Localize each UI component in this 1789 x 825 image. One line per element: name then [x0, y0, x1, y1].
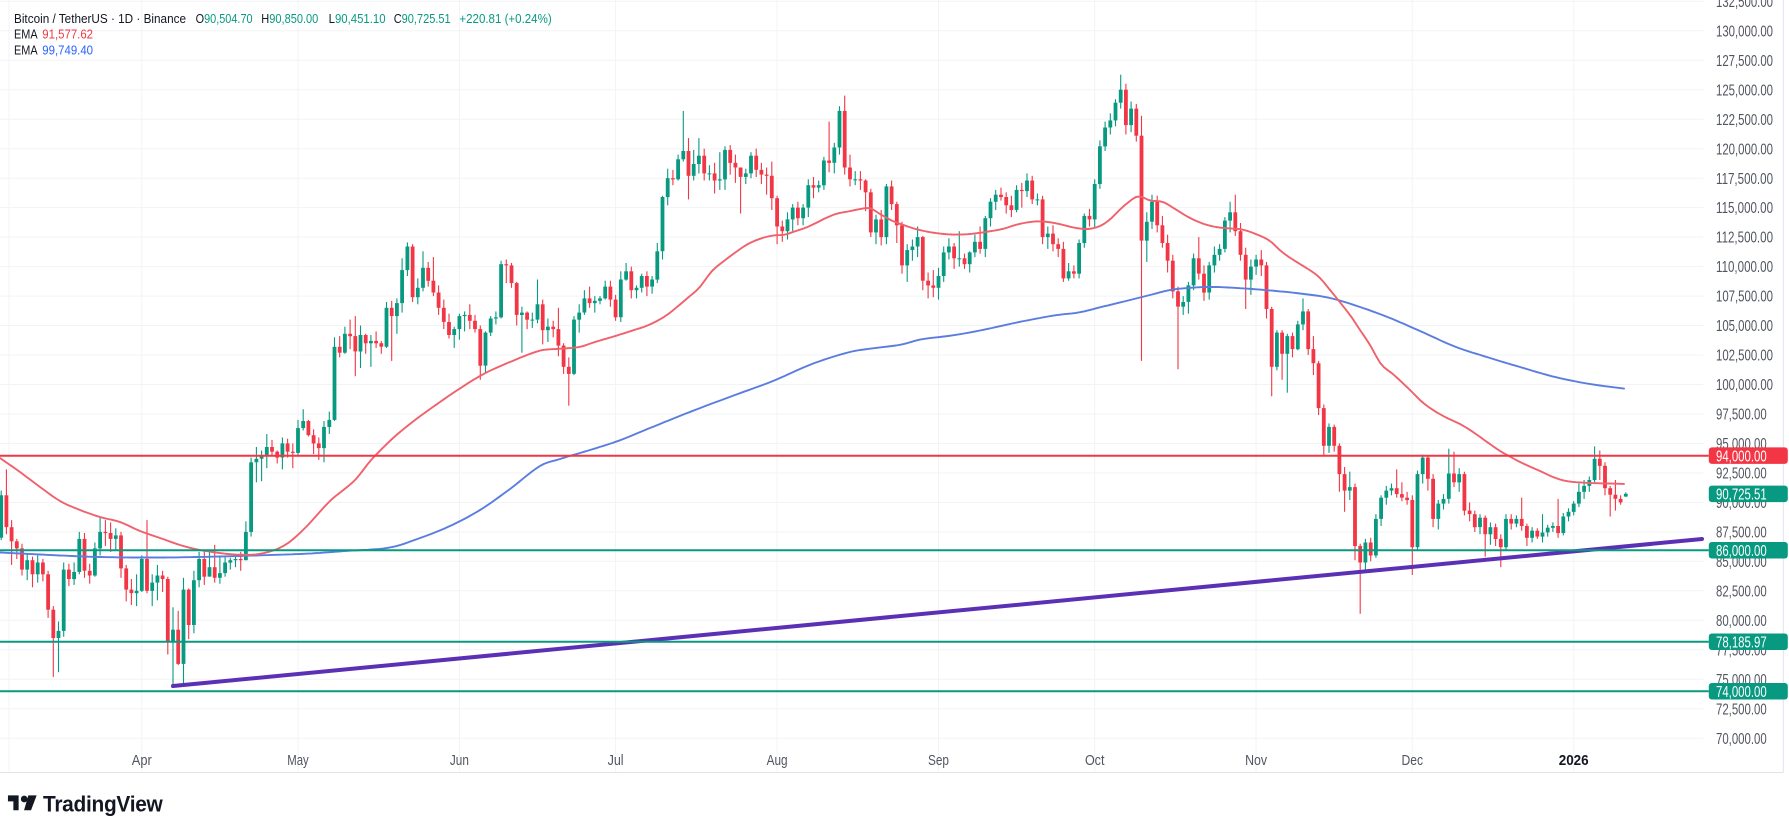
- svg-text:107,500.00: 107,500.00: [1716, 289, 1773, 306]
- svg-text:78,185.97: 78,185.97: [1716, 634, 1767, 651]
- svg-text:Dec: Dec: [1402, 752, 1424, 769]
- svg-text:90,725.51: 90,725.51: [1716, 486, 1767, 503]
- svg-text:Sep: Sep: [928, 752, 949, 769]
- svg-text:2026: 2026: [1559, 752, 1589, 769]
- svg-text:105,000.00: 105,000.00: [1716, 318, 1773, 335]
- svg-text:91,577.62: 91,577.62: [42, 28, 93, 42]
- svg-text:86,000.00: 86,000.00: [1716, 543, 1767, 560]
- svg-text:100,000.00: 100,000.00: [1716, 377, 1773, 394]
- svg-text:TradingView: TradingView: [43, 791, 163, 816]
- svg-text:130,000.00: 130,000.00: [1716, 23, 1773, 40]
- svg-text:Apr: Apr: [132, 752, 152, 769]
- svg-text:122,500.00: 122,500.00: [1716, 112, 1773, 129]
- svg-text:120,000.00: 120,000.00: [1716, 141, 1773, 158]
- svg-text:127,500.00: 127,500.00: [1716, 53, 1773, 70]
- svg-text:Bitcoin / TetherUS · 1D · Bina: Bitcoin / TetherUS · 1D · Binance: [14, 11, 186, 26]
- svg-text:99,749.40: 99,749.40: [42, 43, 93, 57]
- svg-text:74,000.00: 74,000.00: [1716, 684, 1767, 701]
- svg-text:EMA: EMA: [14, 27, 38, 42]
- svg-text:132,500.00: 132,500.00: [1716, 0, 1773, 11]
- svg-text:May: May: [287, 752, 309, 769]
- svg-text:117,500.00: 117,500.00: [1716, 171, 1773, 188]
- svg-text:Nov: Nov: [1245, 752, 1267, 769]
- svg-text:80,000.00: 80,000.00: [1716, 613, 1767, 630]
- svg-text:102,500.00: 102,500.00: [1716, 348, 1773, 365]
- svg-text:92,500.00: 92,500.00: [1716, 466, 1767, 483]
- svg-text:82,500.00: 82,500.00: [1716, 583, 1767, 600]
- svg-text:125,000.00: 125,000.00: [1716, 82, 1773, 99]
- svg-text:97,500.00: 97,500.00: [1716, 407, 1767, 424]
- svg-text:L90,451.10: L90,451.10: [329, 12, 386, 26]
- svg-text:H90,850.00: H90,850.00: [261, 12, 318, 26]
- svg-text:87,500.00: 87,500.00: [1716, 525, 1767, 542]
- svg-text:Oct: Oct: [1085, 752, 1105, 769]
- svg-text:O90,504.70: O90,504.70: [196, 12, 253, 26]
- svg-text:112,500.00: 112,500.00: [1716, 230, 1773, 247]
- svg-text:+220.81 (+0.24%): +220.81 (+0.24%): [459, 12, 551, 26]
- svg-text:94,000.00: 94,000.00: [1716, 448, 1767, 465]
- svg-text:70,000.00: 70,000.00: [1716, 731, 1767, 748]
- svg-text:72,500.00: 72,500.00: [1716, 701, 1767, 718]
- svg-text:115,000.00: 115,000.00: [1716, 200, 1773, 217]
- svg-text:Jun: Jun: [450, 752, 469, 769]
- svg-text:Jul: Jul: [608, 752, 624, 769]
- svg-text:C90,725.51: C90,725.51: [394, 12, 451, 26]
- svg-text:110,000.00: 110,000.00: [1716, 259, 1773, 276]
- svg-text:EMA: EMA: [14, 42, 38, 57]
- svg-text:Aug: Aug: [767, 752, 788, 769]
